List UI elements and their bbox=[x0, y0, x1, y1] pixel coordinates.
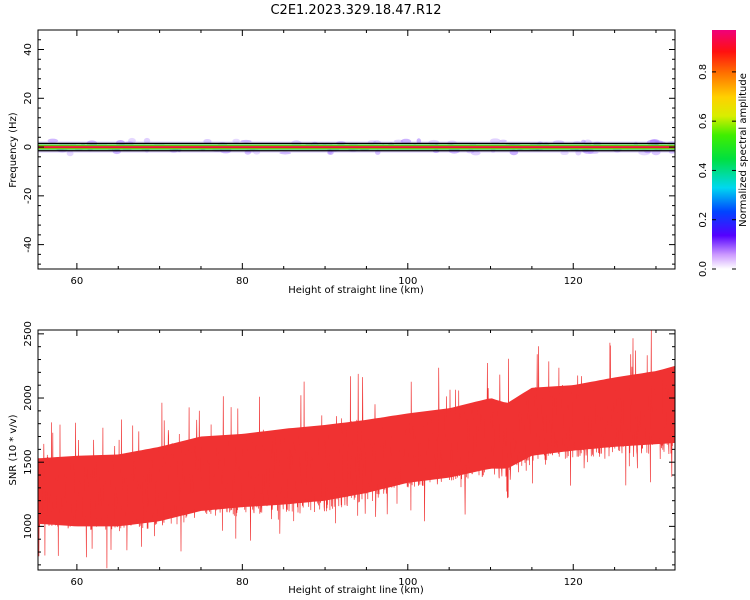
snr-x-ticks: 60 80 100 120 bbox=[71, 330, 657, 588]
colorbar: 0.0 0.2 0.4 0.6 0.8 Normalized spectral ampl… bbox=[698, 30, 749, 277]
spectrogram-y-tick-label: 0 bbox=[23, 144, 34, 150]
colorbar-ticks: 0.0 0.2 0.4 0.6 0.8 bbox=[698, 64, 736, 277]
spectrogram-x-tick-label: 80 bbox=[236, 276, 249, 287]
spectrogram-x-tick-label: 100 bbox=[398, 276, 417, 287]
snr-series bbox=[38, 330, 675, 569]
snr-y-ticks: 1000 1500 2000 2500 bbox=[23, 321, 675, 566]
snr-trace bbox=[38, 330, 675, 569]
spectral-speckle bbox=[400, 138, 412, 144]
snr-y-tick-label: 1500 bbox=[23, 449, 34, 474]
snr-x-tick-label: 120 bbox=[564, 577, 583, 588]
snr-x-tick-label: 60 bbox=[71, 577, 84, 588]
spectral-speckle bbox=[588, 151, 599, 155]
snr-y-tick-label: 2000 bbox=[23, 385, 34, 410]
spectrogram-y-tick-label: -40 bbox=[23, 236, 34, 252]
spectrogram-x-tick-label: 60 bbox=[71, 276, 84, 287]
spectrogram-x-tick-label: 120 bbox=[564, 276, 583, 287]
colorbar-gradient bbox=[712, 30, 736, 269]
snr-x-tick-label: 80 bbox=[236, 577, 249, 588]
spectral-speckle bbox=[499, 139, 507, 143]
spectral-speckle bbox=[143, 137, 151, 144]
spectral-speckle bbox=[471, 150, 481, 156]
spectral-speckle bbox=[128, 137, 136, 144]
spectrogram-y-tick-label: -20 bbox=[23, 188, 34, 204]
spectrogram-x-axis-label: Height of straight line (km) bbox=[288, 285, 424, 296]
spectral-speckle bbox=[47, 138, 59, 143]
spectrogram-y-ticks: -40 -20 0 20 40 bbox=[23, 29, 675, 265]
spectral-speckle bbox=[560, 150, 569, 156]
spectral-speckle bbox=[203, 138, 212, 144]
snr-frame bbox=[37, 329, 676, 571]
snr-x-axis-label: Height of straight line (km) bbox=[288, 585, 424, 596]
colorbar-tick-label: 0.0 bbox=[698, 261, 709, 277]
colorbar-label: Normalized spectral amplitude bbox=[738, 73, 749, 227]
figure-title: C2E1.2023.329.18.47.R12 bbox=[270, 3, 441, 18]
spectral-speckle bbox=[240, 139, 252, 143]
snr-y-tick-label: 1000 bbox=[23, 514, 34, 539]
spectrogram-y-axis-label: Frequency (Hz) bbox=[8, 112, 19, 188]
colorbar-tick-label: 0.6 bbox=[698, 113, 709, 129]
spectral-speckle bbox=[583, 139, 592, 146]
spectral-speckle bbox=[66, 150, 74, 157]
colorbar-tick-label: 0.2 bbox=[698, 212, 709, 228]
spectral-speckle bbox=[232, 138, 241, 144]
spectrogram-frame bbox=[37, 29, 676, 270]
spectral-speckle bbox=[489, 138, 501, 144]
spectral-speckle bbox=[580, 139, 586, 144]
spectrogram-y-tick-label: 20 bbox=[23, 92, 34, 105]
spectrogram-x-ticks: 60 80 100 120 bbox=[71, 30, 657, 287]
snr-x-tick-label: 100 bbox=[398, 577, 417, 588]
snr-panel: 60 80 100 120 1000 1500 2000 2500 Height of st… bbox=[8, 321, 676, 596]
spectral-speckle bbox=[416, 138, 422, 144]
spectral-speckle bbox=[279, 151, 292, 155]
colorbar-tick-label: 0.4 bbox=[698, 162, 709, 178]
spectrogram-y-tick-label: 40 bbox=[23, 43, 34, 56]
spectral-speckle bbox=[393, 139, 404, 143]
snr-y-tick-label: 2500 bbox=[23, 321, 34, 346]
snr-y-axis-label: SNR (10 * v/v) bbox=[8, 414, 19, 485]
spectrogram-panel: 60 80 100 120 -40 -20 0 20 40 Height of straigh… bbox=[8, 29, 676, 296]
colorbar-tick-label: 0.8 bbox=[698, 64, 709, 80]
spectral-band bbox=[38, 141, 675, 153]
